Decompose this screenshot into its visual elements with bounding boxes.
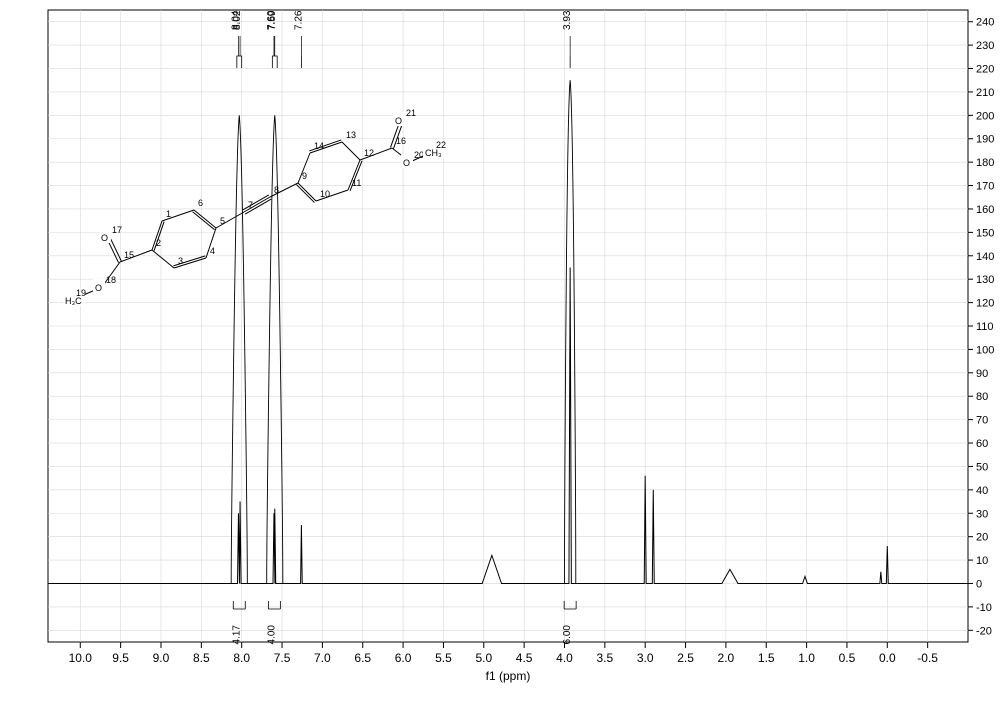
peak-ppm-label: 7.26 (293, 10, 304, 30)
mol-atom-number: 14 (314, 141, 324, 151)
mol-atom-label: O (395, 116, 402, 126)
peak-bracket (272, 56, 277, 68)
mol-atom-number: 20 (414, 150, 424, 160)
x-tick-label: 10.0 (69, 651, 93, 665)
mol-atom-number: 18 (106, 275, 116, 285)
mol-bond (296, 185, 314, 203)
y-tick-label: 110 (976, 321, 994, 333)
y-tick-label: 150 (976, 227, 994, 239)
mol-atom-number: 10 (320, 189, 330, 199)
mol-atom-number: 3 (178, 256, 183, 266)
y-tick-label: 210 (976, 87, 994, 99)
mol-atom-label: O (95, 283, 102, 293)
x-tick-label: 1.0 (798, 651, 815, 665)
y-tick-label: 70 (976, 415, 988, 427)
y-tick-label: 50 (976, 461, 988, 473)
integral-label: 4.00 (266, 625, 277, 645)
x-tick-label: 3.5 (596, 651, 613, 665)
y-tick-label: 60 (976, 438, 988, 450)
y-tick-label: 240 (976, 17, 994, 29)
y-tick-label: 120 (976, 298, 994, 310)
x-tick-label: 7.0 (314, 651, 331, 665)
integral-label: 6.00 (562, 625, 573, 645)
peak-ppm-label: 7.59 (267, 10, 278, 30)
x-tick-label: 5.0 (475, 651, 492, 665)
mol-bond (193, 212, 215, 230)
y-tick-label: 20 (976, 532, 988, 544)
mol-atom-number: 22 (436, 140, 446, 150)
x-tick-label: 8.5 (193, 651, 210, 665)
x-tick-label: 7.5 (274, 651, 291, 665)
y-tick-label: 10 (976, 555, 988, 567)
y-tick-label: 100 (976, 344, 994, 356)
mol-atom-number: 21 (406, 108, 416, 118)
peak-bracket (237, 56, 242, 68)
x-tick-label: 9.5 (112, 651, 129, 665)
mol-atom-number: 13 (346, 130, 356, 140)
mol-atom-number: 6 (198, 198, 203, 208)
mol-atom-number: 19 (76, 288, 86, 298)
mol-atom-number: 17 (112, 225, 122, 235)
spectrum-trace (48, 267, 968, 583)
y-tick-label: -20 (976, 625, 992, 637)
integral-label: 4.17 (231, 625, 242, 645)
y-tick-label: 160 (976, 204, 994, 216)
y-tick-label: 190 (976, 134, 994, 146)
y-tick-label: 180 (976, 157, 994, 169)
integral-bracket (233, 601, 245, 609)
integral-bracket (564, 601, 576, 609)
y-tick-label: 90 (976, 368, 988, 380)
x-tick-label: -0.5 (917, 651, 938, 665)
mol-atom-number: 12 (364, 148, 374, 158)
y-tick-label: 220 (976, 64, 994, 76)
peak-ppm-label: 3.93 (562, 10, 573, 30)
x-tick-label: 0.0 (879, 651, 896, 665)
mol-atom-number: 11 (352, 178, 361, 188)
x-tick-label: 0.5 (839, 651, 856, 665)
x-tick-label: 6.0 (395, 651, 412, 665)
mol-atom-number: 4 (210, 246, 215, 256)
y-tick-label: 30 (976, 508, 988, 520)
mol-atom-label: O (101, 233, 108, 243)
y-tick-label: 40 (976, 485, 988, 497)
mol-bond (109, 236, 121, 261)
y-tick-label: 130 (976, 274, 994, 286)
x-tick-label: 8.0 (233, 651, 250, 665)
y-tick-label: 200 (976, 110, 994, 122)
nmr-spectrum: 10.09.59.08.58.07.57.06.56.05.55.04.54.0… (0, 0, 1000, 711)
mol-atom-number: 2 (156, 238, 161, 248)
x-axis-label: f1 (ppm) (486, 669, 531, 683)
mol-atom-number: 15 (124, 250, 134, 260)
y-tick-label: 230 (976, 40, 994, 52)
y-tick-label: -10 (976, 602, 992, 614)
y-tick-label: 80 (976, 391, 988, 403)
mol-atom-number: 16 (396, 136, 406, 146)
y-tick-label: 0 (976, 578, 982, 590)
x-tick-label: 9.0 (153, 651, 170, 665)
mol-atom-label: O (403, 158, 410, 168)
mol-atom-number: 1 (166, 209, 171, 219)
mol-atom-number: 7 (248, 200, 253, 210)
x-tick-label: 2.5 (677, 651, 694, 665)
y-tick-label: 170 (976, 181, 994, 193)
integral-bracket (268, 601, 280, 609)
x-tick-label: 5.5 (435, 651, 452, 665)
mol-bond (342, 142, 360, 160)
mol-bond (152, 250, 174, 268)
mol-atom-number: 9 (302, 171, 307, 181)
y-tick-label: 140 (976, 251, 994, 263)
x-tick-label: 6.5 (354, 651, 371, 665)
x-tick-label: 4.5 (516, 651, 533, 665)
mol-atom-number: 5 (220, 216, 225, 226)
mol-atom-number: 8 (274, 185, 279, 195)
x-tick-label: 3.0 (637, 651, 654, 665)
x-tick-label: 4.0 (556, 651, 573, 665)
mol-bond (194, 210, 216, 228)
x-tick-label: 2.0 (718, 651, 735, 665)
peak-ppm-label: 8.02 (232, 10, 243, 30)
x-tick-label: 1.5 (758, 651, 775, 665)
